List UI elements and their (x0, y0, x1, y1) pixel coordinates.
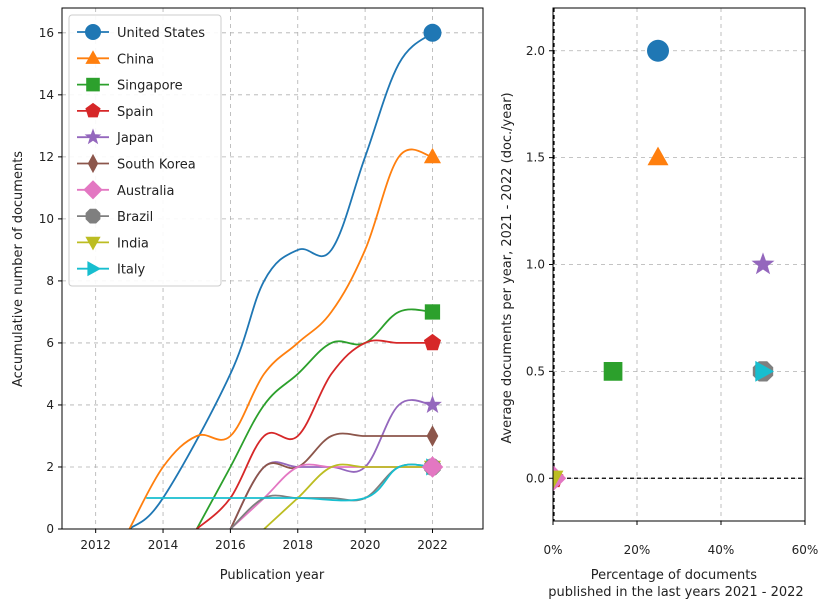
right-y-tick-label: 1.5 (526, 151, 545, 165)
legend-item-brazil: Brazil (77, 208, 153, 225)
series-line-united-states (128, 32, 434, 529)
left-series-lines (128, 32, 434, 529)
right-y-tick-label: 0.0 (526, 471, 545, 485)
right-scatter-points (553, 39, 775, 492)
left-y-tick-label: 14 (39, 88, 54, 102)
legend-label: India (117, 236, 149, 251)
legend-label: Spain (117, 105, 153, 120)
right-x-tick-label: 0% (543, 543, 562, 557)
series-line-japan (229, 399, 433, 529)
right-y-tick-label: 2.0 (526, 44, 545, 58)
legend-item-japan: Japan (77, 128, 153, 146)
legend-item-australia: Australia (77, 180, 175, 200)
right-x-tick-label: 60% (792, 543, 819, 557)
legend-marker-brazil (85, 208, 101, 224)
left-y-tick-label: 4 (46, 398, 54, 412)
right-x-tick-label: 40% (708, 543, 735, 557)
end-marker-united-states (423, 23, 442, 42)
scatter-point-italy (755, 360, 774, 382)
legend-marker-china (85, 50, 101, 64)
legend-label: South Korea (117, 158, 196, 173)
scatter-point-united-states (647, 39, 669, 62)
left-end-markers (421, 23, 444, 478)
scatter-point-japan (751, 252, 775, 275)
right-reference-lines (553, 8, 805, 521)
legend-marker-united-states (85, 24, 101, 40)
legend-label: Italy (117, 263, 146, 278)
series-line-india (263, 463, 433, 529)
left-y-tick-label: 12 (39, 150, 54, 164)
left-y-tick-label: 16 (39, 26, 54, 40)
right-y-tick-label: 0.5 (526, 364, 545, 378)
legend-item-united-states: United States (77, 24, 205, 41)
left-x-tick-label: 2014 (148, 538, 179, 552)
left-x-tick-label: 2012 (80, 538, 111, 552)
right-x-axis-label: Percentage of documents published in the… (548, 568, 803, 600)
series-line-brazil (229, 463, 433, 529)
scatter-point-china (647, 146, 669, 166)
left-axis-ticks: 2012 2014 2016 2018 2020 2022 0 2 4 6 8 10 12 14 16 (39, 26, 448, 552)
end-marker-china (423, 147, 441, 164)
legend-item-italy: Italy (77, 261, 146, 278)
series-line-spain (196, 339, 433, 529)
legend-box (68, 14, 222, 287)
legend-marker-italy (87, 261, 101, 277)
right-x-tick-label: 20% (624, 543, 651, 557)
left-y-axis-label: Accumulative number of documents (11, 151, 26, 387)
scatter-point-singapore (603, 362, 623, 381)
end-marker-australia (421, 456, 444, 478)
end-marker-spain (423, 333, 441, 351)
legend-item-india: India (77, 236, 149, 251)
series-line-australia (229, 463, 433, 529)
legend-item-south-korea: South Korea (77, 153, 196, 174)
legend-marker-australia (83, 180, 103, 200)
right-axis-ticks: 0% 20% 40% 60% 0.0 0.5 1.0 1.5 2.0 (526, 44, 818, 557)
left-plot-frame (61, 7, 484, 530)
right-x-axis-label-line-2: published in the last years 2021 - 2022 (548, 585, 803, 600)
legend-marker-spain (85, 102, 101, 118)
series-line-italy (146, 463, 433, 502)
legend-label: Singapore (117, 79, 183, 94)
left-x-axis-label: Publication year (220, 568, 325, 583)
legend-label: United States (117, 26, 205, 41)
left-x-tick-label: 2018 (282, 538, 313, 552)
legend-item-china: China (77, 50, 154, 67)
right-x-axis-label-line-1: Percentage of documents (591, 568, 758, 583)
legend-label: Japan (116, 131, 153, 146)
left-y-tick-label: 2 (46, 460, 54, 474)
legend-label: Australia (117, 184, 175, 199)
left-y-tick-label: 0 (46, 522, 54, 536)
legend-marker-south-korea (87, 153, 99, 174)
series-line-china (128, 148, 433, 529)
left-x-tick-label: 2022 (417, 538, 448, 552)
left-y-tick-label: 6 (46, 336, 54, 350)
right-y-axis-label: Average documents per year, 2021 - 2022 … (500, 92, 515, 443)
left-x-tick-label: 2020 (350, 538, 381, 552)
accumulative-documents-line-chart: 2012 2014 2016 2018 2020 2022 0 2 4 6 8 10 12 14 16 Pu… (11, 7, 484, 583)
legend-marker-india (85, 236, 101, 251)
legend-marker-singapore (86, 77, 100, 92)
legend-label: Brazil (117, 210, 153, 225)
left-y-tick-label: 10 (39, 212, 54, 226)
end-marker-singapore (424, 304, 441, 320)
legend-label: China (117, 52, 154, 67)
left-x-tick-label: 2016 (215, 538, 246, 552)
series-line-singapore (195, 308, 433, 529)
left-y-tick-label: 8 (46, 274, 54, 288)
legend-marker-japan (84, 128, 102, 145)
series-line-south-korea (229, 432, 433, 529)
legend-item-spain: Spain (77, 102, 153, 120)
end-marker-japan (423, 395, 442, 413)
scatter-point-india (553, 470, 564, 490)
end-marker-south-korea (426, 425, 439, 447)
legend: United States China Singapore Spain Japan Sou… (68, 14, 222, 287)
average-documents-scatter-chart: 0% 20% 40% 60% 0.0 0.5 1.0 1.5 2.0 Percentage of… (500, 7, 818, 600)
legend-item-singapore: Singapore (77, 77, 183, 94)
right-y-tick-label: 1.0 (526, 258, 545, 272)
